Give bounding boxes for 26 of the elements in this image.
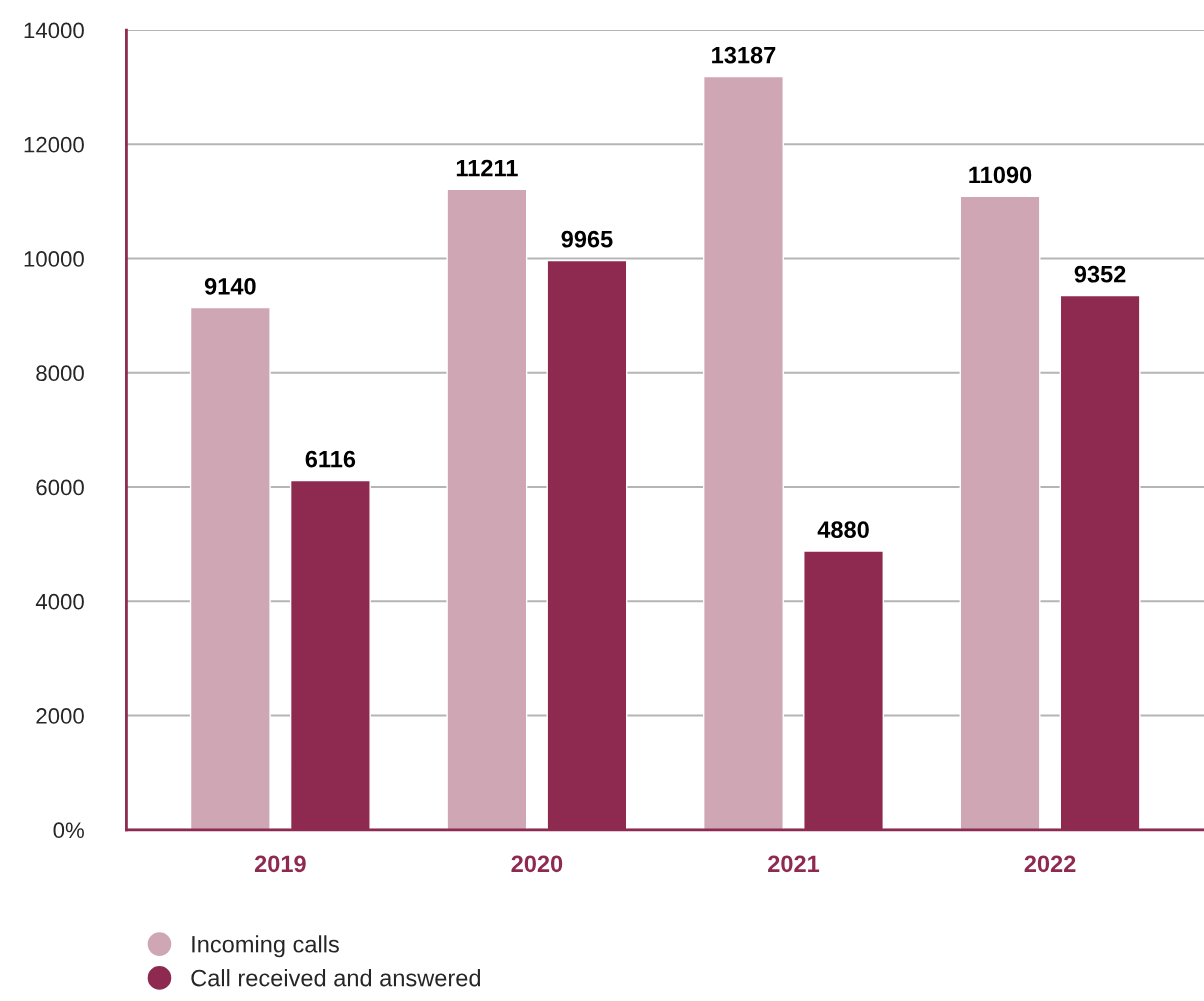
data-label: 9140 [204,277,256,295]
x-tick-label: 2019 [254,855,306,873]
y-tick-label: 6000 [36,479,84,496]
data-label: 13187 [712,46,776,64]
y-tick-label: 2000 [36,708,84,724]
data-label: 6116 [305,450,356,468]
x-tick-label: 2021 [768,855,820,873]
data-label: 4880 [817,521,869,539]
y-tick-label: 4000 [35,593,84,610]
bar [446,188,528,830]
data-label: 11211 [456,159,518,177]
x-tick-label: 2020 [511,855,563,873]
bar [189,306,271,830]
y-tick-label: 0% [53,822,84,839]
legend-label: Incoming calls [192,935,339,958]
x-tick-label: 2022 [1024,855,1076,873]
legend-label: Call received and answered [191,969,481,987]
bar [959,195,1041,830]
bar [702,75,784,830]
y-tick-label: 10000 [24,251,84,267]
data-label: 9352 [1074,265,1126,283]
data-label: 9965 [561,230,613,248]
y-tick-label: 12000 [24,136,84,153]
y-tick-label: 8000 [36,365,84,382]
data-label: 11090 [969,166,1032,184]
y-tick-label: 14000 [24,22,84,39]
